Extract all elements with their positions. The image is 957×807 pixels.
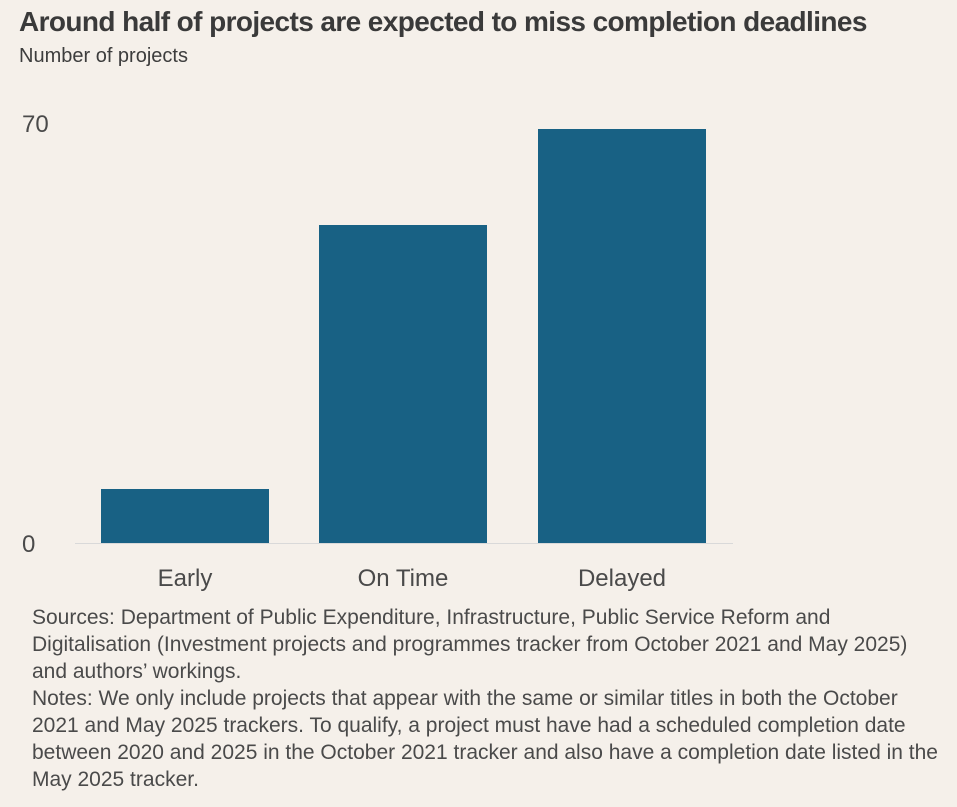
bar-chart: 0 70 Early On Time Delayed xyxy=(22,111,733,592)
notes-note: Notes: We only include projects that app… xyxy=(32,687,938,791)
x-tick-label: Early xyxy=(158,565,213,592)
bar-delayed xyxy=(538,129,706,543)
chart-title: Around half of projects are expected to … xyxy=(19,6,867,37)
sources-note: Sources: Department of Public Expenditur… xyxy=(32,606,908,683)
x-tick-label: Delayed xyxy=(578,565,666,592)
y-tick-label: 70 xyxy=(22,111,49,138)
y-axis-label: Number of projects xyxy=(19,45,188,67)
bar-on-time xyxy=(319,225,487,543)
x-tick-label: On Time xyxy=(358,565,449,592)
footnotes: Sources: Department of Public Expenditur… xyxy=(32,604,947,793)
bar-early xyxy=(101,489,269,543)
y-tick-label: 0 xyxy=(22,531,35,558)
